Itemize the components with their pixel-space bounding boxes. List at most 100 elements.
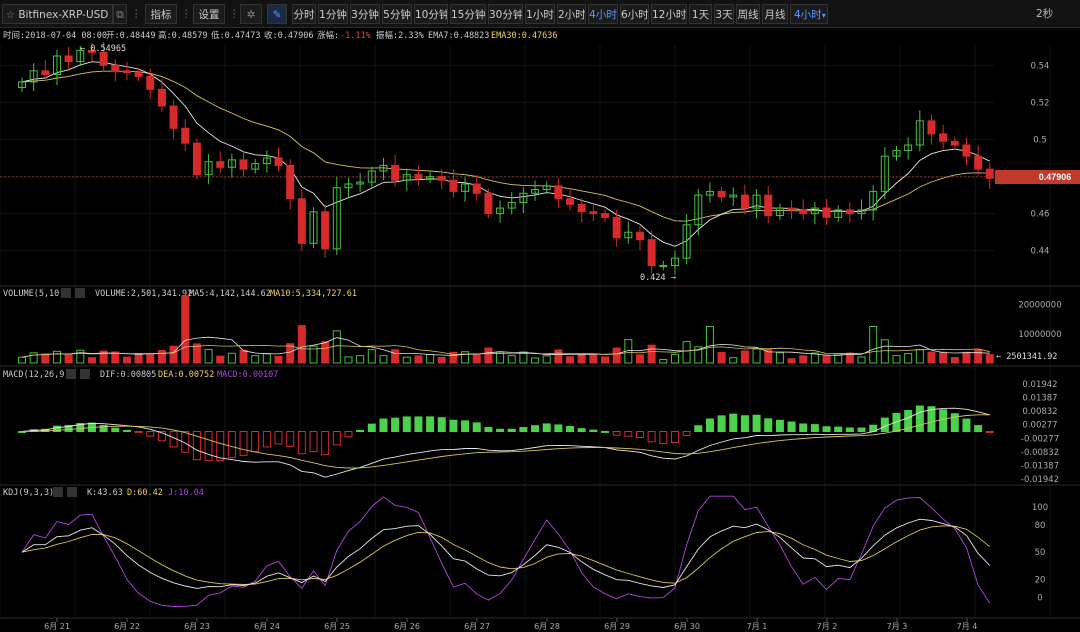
candles <box>18 41 994 275</box>
candle <box>542 181 551 195</box>
kdj-k-line <box>21 518 991 589</box>
timeframe-10分钟[interactable]: 10分钟 <box>414 4 448 24</box>
candle <box>834 205 843 222</box>
volume-bar <box>297 325 306 364</box>
timeframe-分时[interactable]: 分时 <box>292 4 316 24</box>
timeframe-15分钟[interactable]: 15分钟 <box>450 4 486 24</box>
volume-bar <box>764 349 773 364</box>
timeframe-6小时[interactable]: 6小时 <box>620 4 649 24</box>
candle <box>274 147 283 172</box>
symbol-expand-icon[interactable]: ⧉ <box>113 4 127 24</box>
candle <box>775 203 784 221</box>
candle-body-up <box>507 202 516 209</box>
timeframe-12小时[interactable]: 12小时 <box>651 4 687 24</box>
volume-bar <box>204 348 213 364</box>
candle <box>962 137 971 166</box>
volume-bar <box>64 354 73 364</box>
candle <box>251 158 260 174</box>
macd-bar <box>822 426 831 432</box>
volume-bar <box>519 351 528 364</box>
timeframe-3分钟[interactable]: 3分钟 <box>350 4 380 24</box>
volume-bar <box>635 354 644 364</box>
symbol-selector[interactable]: ☆ Bitfinex-XRP-USD <box>2 4 113 24</box>
pencil-icon[interactable]: ✎ <box>267 4 287 24</box>
macd-bar <box>904 410 913 432</box>
macd-bar <box>962 418 971 432</box>
gear-icon[interactable]: ✲ <box>240 4 262 24</box>
timeframe-1小时[interactable]: 1小时 <box>525 4 555 24</box>
candle-body-down <box>181 127 190 144</box>
indicators-button[interactable]: 指标 <box>145 4 177 24</box>
candle-body-down <box>566 198 575 205</box>
timeframe-4小时[interactable]: 4小时 <box>588 4 618 24</box>
pane-close-icon[interactable] <box>75 288 85 298</box>
pane-close-icon[interactable] <box>67 487 77 497</box>
candle <box>204 154 213 184</box>
macd-bar <box>974 425 983 433</box>
volume-bar <box>437 356 446 364</box>
settings-button[interactable]: 设置 <box>193 4 225 24</box>
volume-tick-label: 20000000 <box>1018 301 1061 311</box>
candle-body-up <box>204 161 213 176</box>
star-icon[interactable]: ☆ <box>6 10 15 21</box>
timeframe-3天[interactable]: 3天 <box>714 4 734 24</box>
more-icon[interactable]: ⋮ <box>229 8 240 20</box>
macd-bar <box>472 422 481 432</box>
macd-tick-label: -0.00832 <box>1021 448 1059 458</box>
candle-body-up <box>834 209 843 218</box>
kdj-title: KDJ(9,3,3) <box>3 488 54 498</box>
info-amplitude: 振幅:2.33% <box>376 30 424 41</box>
pane-settings-icon[interactable] <box>53 487 63 497</box>
kdj-tick-label: 100 <box>1032 503 1048 513</box>
candle <box>869 185 878 221</box>
volume-bar <box>752 348 761 364</box>
candle <box>29 63 38 92</box>
date-tick-label: 6月 22 <box>114 622 140 631</box>
more-icon[interactable]: ⋮ <box>181 8 192 20</box>
chevron-down-icon: ▾ <box>821 11 826 20</box>
candle-body-down <box>297 198 306 244</box>
chart-area[interactable]: 时间:2018-07-04 08:00 开:0.48449 高:0.48579 … <box>0 28 1080 632</box>
pane-settings-icon[interactable] <box>66 369 76 379</box>
timeframe-30分钟[interactable]: 30分钟 <box>488 4 523 24</box>
volume-bar <box>985 354 994 364</box>
pane-settings-icon[interactable] <box>61 288 71 298</box>
candle <box>635 226 644 251</box>
timeframe-1分钟[interactable]: 1分钟 <box>318 4 348 24</box>
macd-bar <box>566 426 575 433</box>
candle <box>321 204 330 258</box>
candle <box>146 68 155 99</box>
more-icon[interactable]: ⋮ <box>131 8 142 20</box>
kdj-d: D:60.42 <box>127 488 163 498</box>
macd-dif-line <box>21 407 990 478</box>
macd-bar <box>437 417 446 432</box>
volume-bar <box>612 347 621 364</box>
pane-close-icon[interactable] <box>80 369 90 379</box>
candle-body-up <box>426 176 435 179</box>
volume-bar <box>239 349 248 364</box>
volume-bar <box>29 352 38 364</box>
candle <box>577 198 586 223</box>
timeframe-5分钟[interactable]: 5分钟 <box>382 4 412 24</box>
candle <box>437 168 446 190</box>
info-change-label: 涨幅: <box>317 30 339 41</box>
timeframe-1天[interactable]: 1天 <box>689 4 712 24</box>
macd-bar <box>670 431 679 444</box>
candle <box>111 59 120 82</box>
refresh-interval[interactable]: 2秒 <box>1036 8 1054 20</box>
max-price-label: 0.54965 <box>90 44 126 54</box>
macd-bar <box>157 431 166 442</box>
volume-bar <box>41 353 50 364</box>
candle <box>309 207 318 248</box>
candle-body-down <box>274 157 283 166</box>
timeframe-月线[interactable]: 月线 <box>762 4 788 24</box>
timeframe-周线[interactable]: 周线 <box>736 4 760 24</box>
kdj-tick-label: 50 <box>1035 548 1046 558</box>
kdj-tick-label: 80 <box>1035 521 1046 531</box>
timeframe-dropdown[interactable]: 4小时▾ <box>790 4 828 24</box>
timeframe-2小时[interactable]: 2小时 <box>557 4 586 24</box>
volume-bar <box>321 341 330 364</box>
candle <box>554 178 563 208</box>
candle-body-down <box>414 174 423 179</box>
candle <box>764 186 773 224</box>
